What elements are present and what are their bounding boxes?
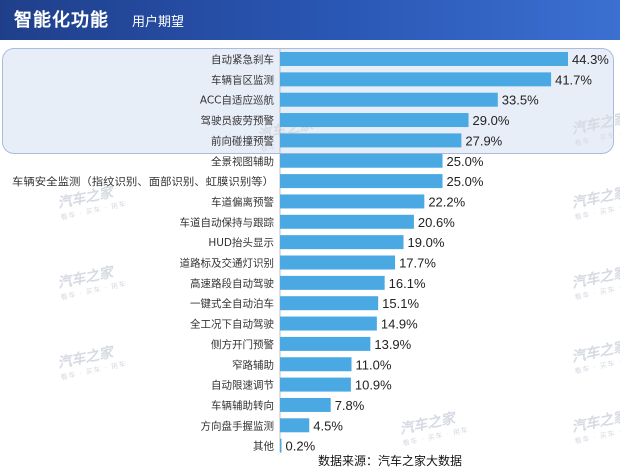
bar — [280, 72, 552, 87]
category-label: 一键式全自动泊车 — [190, 297, 274, 310]
bar — [280, 336, 371, 351]
value-label: 20.6% — [418, 215, 455, 230]
bar — [280, 296, 379, 311]
bar — [280, 214, 414, 229]
value-label: 27.9% — [465, 133, 502, 148]
value-label: 22.2% — [428, 194, 465, 209]
category-label: 车道自动保持与跟踪 — [180, 216, 275, 229]
category-label: 方向盘手握监测 — [201, 419, 275, 432]
category-label: 前向碰撞预警 — [211, 134, 274, 147]
category-label: 车道偏离预警 — [211, 195, 274, 208]
value-label: 7.8% — [335, 398, 365, 413]
category-label: 自动限速调节 — [211, 379, 274, 392]
bar — [280, 275, 385, 290]
category-label: 侧方开门预警 — [211, 338, 274, 351]
category-label: 自动紧急刹车 — [211, 53, 274, 66]
page-title: 智能化功能 — [14, 10, 109, 31]
source-note: 数据来源：汽车之家大数据 — [318, 454, 463, 468]
bar — [280, 438, 282, 453]
bar — [280, 377, 351, 392]
value-label: 15.1% — [382, 296, 419, 311]
value-label: 16.1% — [389, 276, 426, 291]
value-label: 14.9% — [381, 317, 418, 332]
category-label: 窄路辅助 — [232, 358, 274, 371]
value-label: 19.0% — [408, 235, 445, 250]
value-label: 29.0% — [473, 113, 510, 128]
value-label: 13.9% — [374, 337, 411, 352]
value-label: 11.0% — [356, 357, 392, 372]
category-label: 高速路段自动驾驶 — [190, 277, 274, 290]
bar — [280, 194, 425, 209]
bar — [280, 235, 404, 250]
category-label: 车辆安全监测（指纹识别、面部识别、虹膜识别等） — [12, 175, 274, 188]
bar — [280, 92, 498, 107]
category-label: 车辆辅助转向 — [211, 399, 274, 412]
value-label: 25.0% — [447, 174, 484, 189]
bar — [280, 397, 331, 412]
category-label: ACC自适应巡航 — [200, 94, 275, 107]
value-label: 4.5% — [313, 418, 343, 433]
bar — [280, 153, 443, 168]
category-label: 道路标及交通灯识别 — [180, 257, 275, 270]
category-label: 全景视图辅助 — [211, 155, 274, 168]
bar — [280, 255, 396, 270]
category-label: HUD抬头显示 — [208, 236, 274, 249]
value-label: 10.9% — [355, 378, 392, 393]
header-bar: 智能化功能 用户期望 — [0, 0, 620, 40]
category-label: 驾驶员疲劳预警 — [201, 114, 275, 127]
page-subtitle: 用户期望 — [132, 15, 185, 30]
bar — [280, 357, 352, 372]
value-label: 17.7% — [399, 256, 436, 271]
category-label: 全工况下自动驾驶 — [190, 318, 274, 331]
bar — [280, 133, 462, 148]
value-label: 44.3% — [572, 52, 609, 67]
value-label: 33.5% — [502, 93, 539, 108]
category-label: 其他 — [253, 440, 274, 453]
category-label: 车辆盲区监测 — [211, 73, 274, 86]
value-label: 0.2% — [286, 439, 316, 454]
bar — [280, 52, 568, 66]
bar — [280, 316, 377, 331]
bar — [280, 418, 310, 433]
value-label: 41.7% — [555, 72, 592, 87]
bar — [280, 174, 443, 189]
value-label: 25.0% — [447, 154, 484, 169]
bar — [280, 113, 469, 128]
